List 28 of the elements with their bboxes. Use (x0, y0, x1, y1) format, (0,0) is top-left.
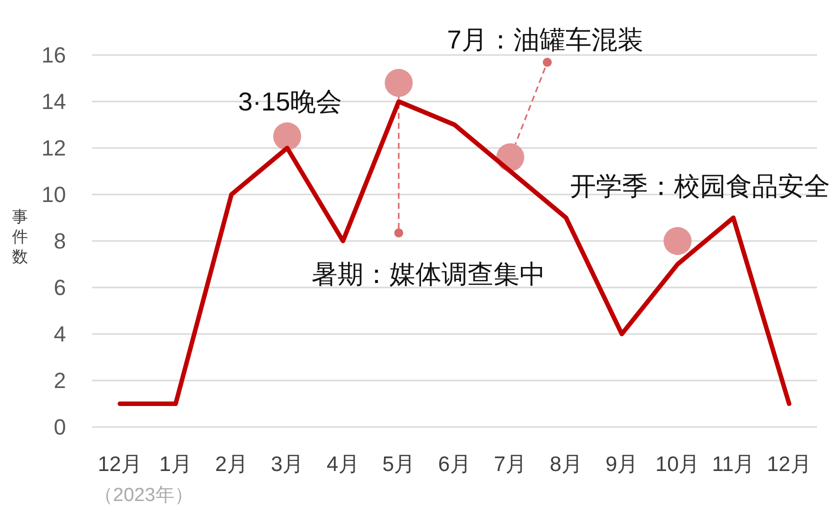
x-tick-label: 5月 (382, 453, 416, 476)
x-tick-label: 11月 (712, 453, 755, 476)
annotation: 3·15晚会 (238, 86, 342, 116)
y-tick-label: 8 (54, 228, 66, 254)
x-tick-label: 4月 (326, 453, 360, 476)
y-tick-label: 4 (54, 322, 66, 346)
x-tick-label: 3月 (270, 453, 304, 476)
y-tick-label: 16 (42, 42, 66, 68)
y-tick-label: 2 (54, 368, 66, 393)
y-tick-label: 0 (54, 414, 66, 440)
x-tick-label: 6月 (438, 453, 471, 476)
y-tick-label: 14 (42, 89, 66, 114)
x-tick-label: 12月 (98, 453, 142, 476)
x-tick-label: 9月 (605, 453, 638, 476)
x-tick-label: 1月 (159, 453, 192, 476)
y-tick-label: 12 (42, 136, 66, 160)
x-tick-label: 10月 (655, 453, 700, 476)
annotation: 开学季：校园食品安全 (570, 171, 830, 201)
y-tick-label: 10 (42, 182, 66, 207)
annotation: 7月：油罐车混装 (447, 24, 644, 54)
x-tick-label: 8月 (550, 453, 582, 476)
text: （2023年） (94, 485, 194, 506)
x-tick-label: 2月 (215, 453, 248, 476)
y-tick-label: 6 (54, 275, 66, 300)
x-tick-label: 12月 (766, 453, 812, 476)
annotation: 暑期：媒体调查集中 (312, 258, 546, 289)
y-axis-title: 事件数 (12, 208, 28, 266)
x-tick-label: 7月 (494, 453, 527, 476)
